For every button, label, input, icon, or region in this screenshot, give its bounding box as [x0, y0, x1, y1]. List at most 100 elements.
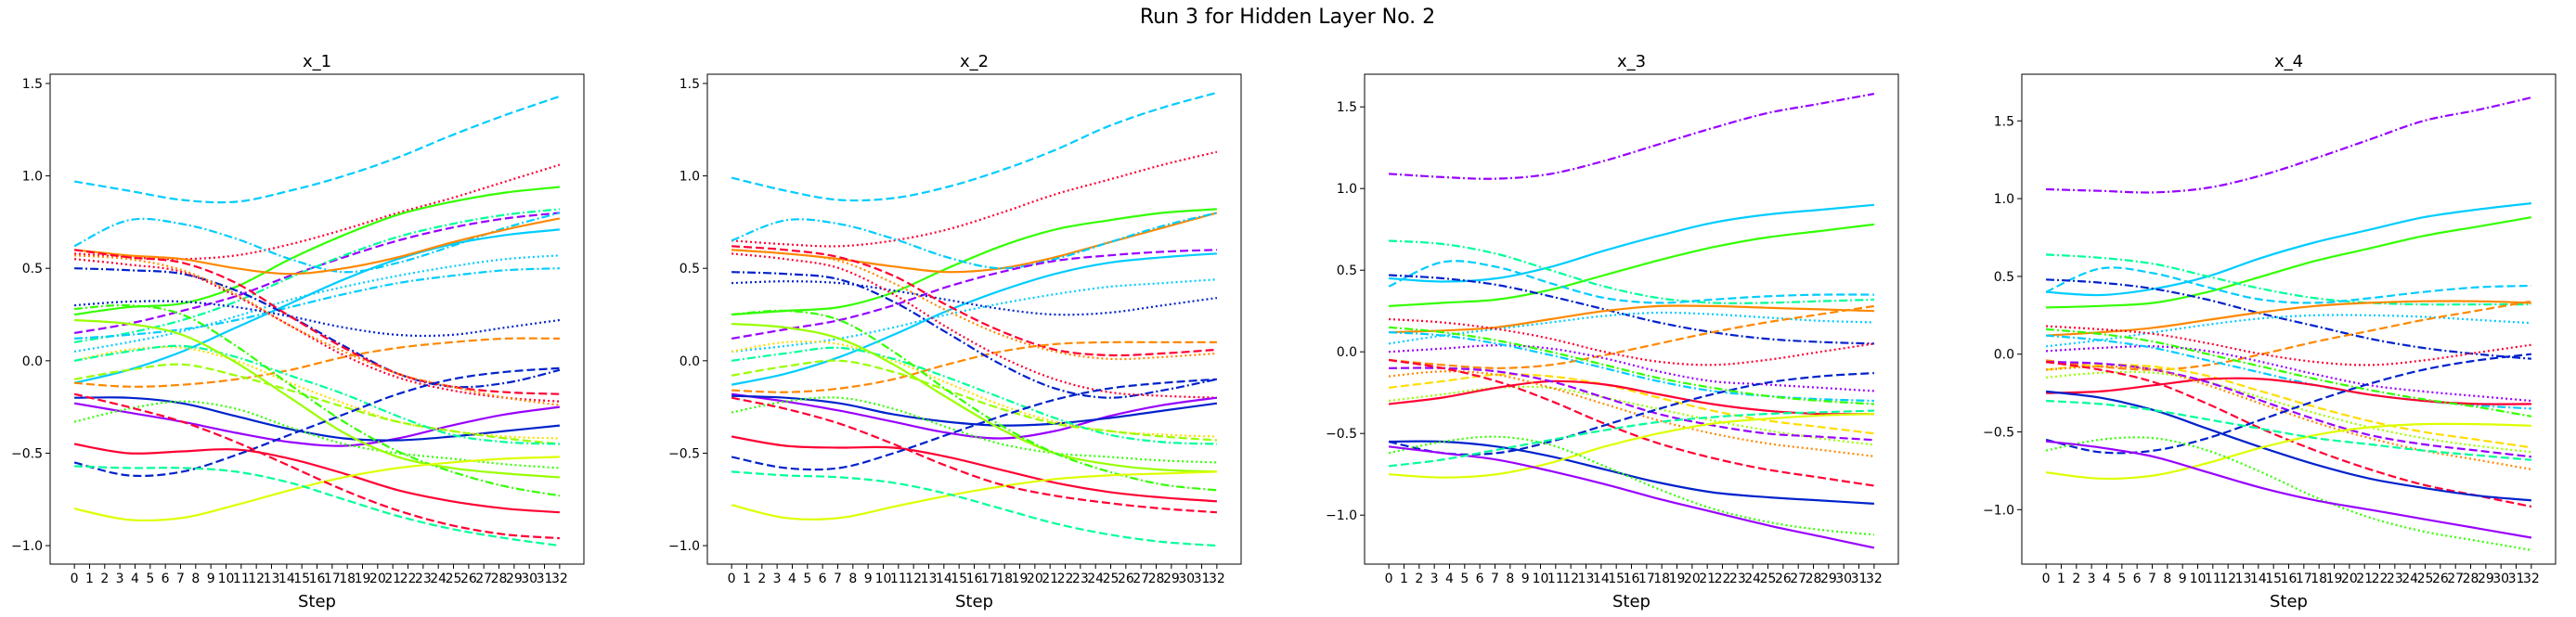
series-line-13	[1388, 373, 1875, 435]
subplot-title: x_2	[960, 52, 989, 71]
series-line-24	[731, 378, 1217, 471]
y-tick-label: 0.5	[1337, 264, 1357, 278]
x-tick-label: 17	[324, 572, 341, 586]
series-line-8	[731, 278, 1217, 353]
series-line-2	[731, 150, 1218, 248]
x-tick-label: 21	[1042, 572, 1058, 586]
y-tick-label: 0.0	[1337, 345, 1357, 360]
series-line-10	[731, 245, 1217, 357]
x-tick-label: 12	[905, 572, 922, 586]
x-tick-label: 9	[864, 572, 873, 586]
x-tick-label: 23	[2387, 572, 2403, 586]
x-tick-label: 29	[506, 572, 523, 586]
y-tick-label: −1.0	[668, 539, 700, 554]
x-tick-label: 13	[1578, 572, 1595, 586]
series-line-8	[73, 217, 561, 276]
x-tick-label: 14	[936, 572, 952, 586]
x-tick-label: 8	[848, 572, 857, 586]
series-line-7	[731, 252, 1217, 386]
y-tick-label: 1.5	[680, 77, 700, 92]
x-tick-label: 22	[1715, 572, 1731, 586]
x-tick-label: 2	[757, 572, 766, 586]
x-tick-label: 15	[293, 572, 310, 586]
x-tick-label: 5	[146, 572, 154, 586]
x-tick-label: 25	[1760, 572, 1777, 586]
x-tick-label: 3	[773, 572, 782, 586]
x-tick-label: 32	[2523, 572, 2540, 586]
series-line-10	[1389, 317, 1875, 366]
x-axis-label: Step	[1612, 592, 1650, 611]
series-line-22	[73, 344, 560, 445]
series-line-17	[73, 402, 561, 447]
series-line-23	[73, 443, 560, 514]
series-line-20	[1388, 372, 1874, 456]
series-line-14	[2045, 370, 2532, 454]
series-line-25	[731, 470, 1217, 521]
series-line-7	[2046, 300, 2531, 337]
series-line-24	[2046, 399, 2531, 461]
subplot-x_1: x_10 1 2 3 4 5 6 7 8 9 101112131415161718192021222…	[11, 52, 585, 611]
x-tick-label: 12	[248, 572, 265, 586]
series-line-11	[731, 249, 1217, 361]
y-tick-label: −0.5	[668, 446, 700, 461]
series-line-29	[73, 392, 560, 540]
x-tick-label: 27	[475, 572, 492, 586]
series-group	[73, 95, 561, 547]
series-line-1	[731, 91, 1218, 202]
series-line-6	[73, 228, 561, 384]
series-line-22	[731, 309, 1218, 492]
x-tick-label: 19	[1012, 572, 1029, 586]
y-tick-label: 0.0	[22, 354, 43, 369]
x-tick-label: 14	[2250, 572, 2267, 586]
x-tick-label: 4	[131, 572, 139, 586]
series-line-14	[731, 252, 1217, 399]
y-tick-label: −0.5	[1983, 426, 2014, 441]
y-tick-label: 1.5	[1337, 100, 1357, 115]
x-tick-label: 10	[218, 572, 235, 586]
series-line-20	[73, 363, 561, 445]
x-tick-label: 20	[369, 572, 386, 586]
y-tick-label: 1.0	[1994, 192, 2014, 207]
x-tick-label: 19	[1669, 572, 1686, 586]
x-tick-label: 6	[162, 572, 170, 586]
x-tick-label: 29	[1163, 572, 1180, 586]
figure-title: Run 3 for Hidden Layer No. 2	[1140, 6, 1435, 29]
series-line-27	[731, 396, 1217, 514]
subplot-title: x_1	[303, 52, 331, 71]
x-tick-label: 5	[803, 572, 811, 586]
x-tick-label: 15	[951, 572, 967, 586]
series-line-6	[731, 249, 1217, 340]
x-tick-label: 11	[233, 572, 250, 586]
x-tick-label: 10	[875, 572, 892, 586]
series-line-19	[731, 346, 1217, 445]
series-line-16	[2046, 361, 2532, 458]
series-line-1	[2046, 96, 2532, 194]
x-tick-label: 0	[728, 572, 736, 586]
x-tick-label: 18	[996, 572, 1013, 586]
x-tick-label: 8	[1506, 572, 1514, 586]
x-tick-label: 30	[1178, 572, 1195, 586]
x-tick-label: 4	[2103, 572, 2111, 586]
y-tick-label: −1.0	[1326, 508, 1357, 523]
series-line-4	[731, 212, 1218, 274]
series-line-21	[73, 400, 560, 469]
x-tick-label: 10	[1533, 572, 1549, 586]
series-group	[731, 91, 1218, 547]
x-tick-label: 8	[2163, 572, 2171, 586]
series-line-7	[73, 212, 561, 274]
subplot-title: x_3	[1617, 52, 1646, 71]
series-line-7	[1389, 304, 1874, 334]
series-line-5	[2045, 266, 2531, 304]
x-tick-label: 26	[2432, 572, 2449, 586]
x-tick-label: 16	[2281, 572, 2298, 586]
x-tick-label: 16	[309, 572, 326, 586]
x-tick-label: 7	[1491, 572, 1499, 586]
x-tick-label: 24	[1087, 572, 1104, 586]
x-tick-label: 30	[521, 572, 537, 586]
x-tick-label: 22	[1057, 572, 1074, 586]
series-line-5	[731, 212, 1218, 270]
x-tick-label: 32	[1866, 572, 1883, 586]
subplot-x_2: x_20 1 2 3 4 5 6 7 8 9 101112131415161718192021222…	[668, 52, 1242, 611]
y-tick-label: 1.0	[1337, 182, 1357, 197]
